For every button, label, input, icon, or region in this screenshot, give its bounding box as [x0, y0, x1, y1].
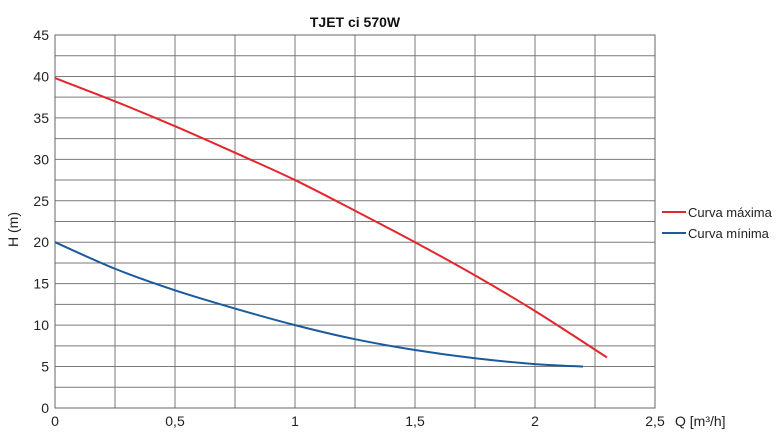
- y-tick-label: 35: [33, 110, 49, 126]
- y-tick-label: 5: [41, 359, 49, 375]
- grid: [54, 34, 656, 409]
- y-tick-label: 40: [33, 68, 49, 84]
- y-tick-label: 20: [33, 234, 49, 250]
- x-tick-label: 1: [291, 413, 299, 429]
- y-tick-label: 0: [41, 400, 49, 416]
- y-tick-label: 10: [33, 317, 49, 333]
- series-line-max: [54, 77, 608, 359]
- tick-labels: 0 0,5 1 1,5 2 2,5 0 5 10 15 20 25 30 35 40 45: [33, 27, 665, 429]
- chart-title: TJET ci 570W: [310, 14, 401, 30]
- y-tick-label: 25: [33, 193, 49, 209]
- x-tick-label: 2,5: [645, 413, 665, 429]
- series-line-min: [54, 241, 584, 368]
- series-layer: [54, 77, 608, 368]
- y-tick-label: 30: [33, 151, 49, 167]
- x-tick-label: 2: [531, 413, 539, 429]
- y-tick-label: 45: [33, 27, 49, 43]
- x-tick-label: 1,5: [405, 413, 425, 429]
- y-tick-label: 15: [33, 276, 49, 292]
- x-tick-label: 0,5: [165, 413, 185, 429]
- legend: Curva máxima Curva mínima: [662, 205, 773, 241]
- x-axis-label: Q [m³/h]: [675, 413, 726, 429]
- x-tick-label: 0: [51, 413, 59, 429]
- y-axis-label: H (m): [5, 212, 21, 247]
- legend-label-min: Curva mínima: [688, 226, 770, 241]
- legend-label-max: Curva máxima: [688, 205, 773, 220]
- plot-frame: [54, 34, 656, 409]
